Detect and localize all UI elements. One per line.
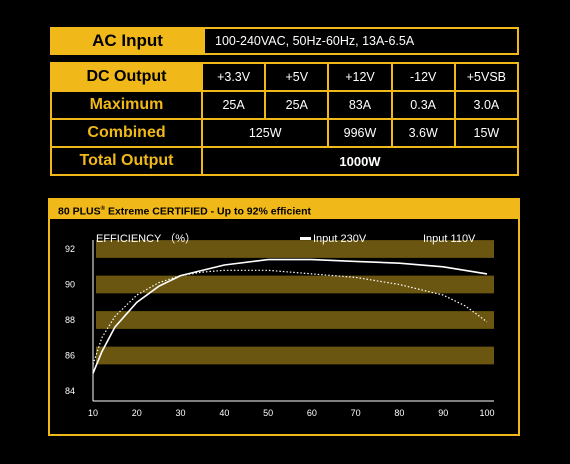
chart-header-prefix: 80 PLUS — [58, 205, 101, 218]
x-tick-60: 60 — [307, 408, 317, 418]
ac-input-row: AC Input 100-240VAC, 50Hz-60Hz, 13A-6.5A — [50, 27, 519, 55]
y-tick-84: 84 — [65, 386, 75, 396]
maximum-12v: 83A — [327, 90, 393, 120]
rail-12v: +12V — [327, 62, 393, 92]
registered-mark: ® — [100, 206, 106, 212]
grid-band-2 — [96, 311, 494, 329]
y-tick-88: 88 — [65, 315, 75, 325]
y-tick-86: 86 — [65, 351, 75, 361]
maximum-row: Maximum 25A 25A 83A 0.3A 3.0A — [50, 90, 520, 120]
legend-label-1: Input 110V — [423, 233, 476, 245]
x-tick-50: 50 — [263, 408, 273, 418]
chart-header: 80 PLUS® Extreme CERTIFIED - Up to 92% e… — [50, 200, 518, 219]
maximum-3v3: 25A — [200, 90, 267, 120]
maximum-neg12v: 0.3A — [390, 90, 456, 120]
rail-5v: +5V — [264, 62, 330, 92]
combined-3v3-5v: 125W — [200, 118, 330, 148]
x-axis-label: SYSTEM LOAD （%） — [379, 376, 492, 389]
x-tick-80: 80 — [394, 408, 404, 418]
legend-label-0: Input 230V — [313, 233, 367, 245]
total-output-row: Total Output 1000W — [50, 146, 519, 176]
grid-band-0 — [96, 240, 494, 258]
total-output-label: Total Output — [50, 146, 203, 176]
legend-swatch-0 — [300, 237, 311, 240]
series-line-0 — [92, 258, 488, 374]
dc-output-label: DC Output — [50, 62, 203, 92]
x-tick-10: 10 — [88, 408, 98, 418]
x-tick-90: 90 — [438, 408, 448, 418]
x-tick-40: 40 — [219, 408, 229, 418]
y-tick-90: 90 — [65, 280, 75, 290]
maximum-label: Maximum — [50, 90, 203, 120]
rail-neg12v: -12V — [390, 62, 456, 92]
chart-header-suffix: Extreme CERTIFIED - Up to 92% efficient — [105, 205, 311, 218]
x-tick-30: 30 — [176, 408, 186, 418]
series-line-1 — [92, 269, 488, 365]
grid-band-3 — [96, 346, 494, 365]
x-tick-100: 100 — [479, 408, 494, 418]
rail-5vsb: +5VSB — [453, 62, 520, 92]
combined-neg12v: 3.6W — [390, 118, 456, 148]
y-tick-92: 92 — [65, 244, 75, 254]
x-tick-20: 20 — [132, 408, 142, 418]
maximum-5v: 25A — [264, 90, 330, 120]
ac-input-value: 100-240VAC, 50Hz-60Hz, 13A-6.5A — [203, 29, 517, 53]
ac-input-label: AC Input — [52, 29, 203, 53]
efficiency-chart-panel: 80 PLUS® Extreme CERTIFIED - Up to 92% e… — [48, 198, 520, 436]
dc-output-header-row: DC Output +3.3V +5V +12V -12V +5VSB — [50, 62, 520, 92]
y-axis-label: EFFICIENCY （%） — [96, 232, 196, 245]
total-output-value: 1000W — [201, 146, 519, 176]
rail-3v3: +3.3V — [200, 62, 267, 92]
grid-band-1 — [96, 275, 494, 294]
dc-output-table: DC Output +3.3V +5V +12V -12V +5VSB Maxi… — [50, 62, 520, 176]
x-tick-70: 70 — [351, 408, 361, 418]
combined-label: Combined — [50, 118, 203, 148]
combined-row: Combined 125W 996W 3.6W 15W — [50, 118, 520, 148]
combined-12v: 996W — [327, 118, 393, 148]
combined-5vsb: 15W — [453, 118, 520, 148]
maximum-5vsb: 3.0A — [453, 90, 520, 120]
